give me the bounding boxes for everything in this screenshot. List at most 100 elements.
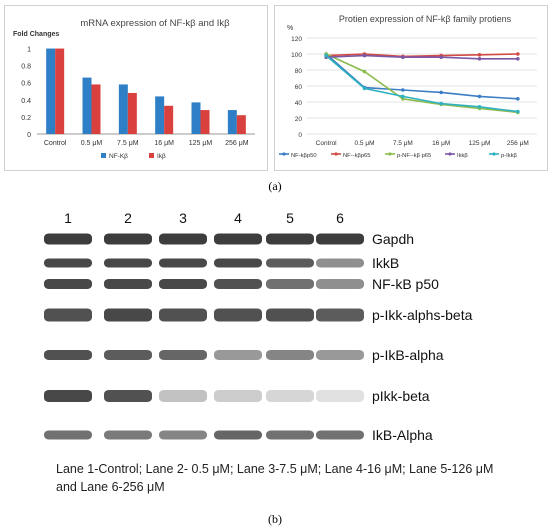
- line-legend-marker: [492, 152, 496, 156]
- band-p-Ikk-alphs-beta-lane-5: [266, 308, 314, 322]
- band-pIkk-beta-lane-1: [44, 390, 92, 402]
- caption-a: (a): [268, 179, 282, 193]
- blot-row-label: IkB-Alpha: [372, 427, 433, 443]
- line-legend-label: NF--kβp65: [343, 153, 371, 159]
- line-legend-marker: [448, 152, 452, 156]
- protein-line-chart-panel: Protien expression of NF-kβ family proti…: [274, 5, 548, 171]
- band-IkB-Alpha-lane-1: [44, 430, 92, 440]
- bar-Ikβ-125 μM: [200, 110, 210, 134]
- band-p-IkB-alpha-lane-1: [44, 350, 92, 360]
- band-IkkB-lane-4: [214, 258, 262, 268]
- bar-chart-ylabel: Fold Changes: [13, 31, 59, 38]
- caption-b: (b): [268, 512, 282, 526]
- line-point-p-Ikkβ: [401, 94, 405, 99]
- band-p-IkB-alpha-lane-5: [266, 350, 314, 360]
- line-x-tick-label: 16 μM: [432, 140, 450, 147]
- line-point-Ikkβ: [439, 55, 443, 59]
- line-point-Ikkβ: [362, 53, 367, 58]
- bar-NF-Kβ-0.5 μM: [82, 77, 92, 134]
- bar-legend-label: NF-Kβ: [109, 153, 128, 160]
- blot-row-label: Gapdh: [372, 231, 414, 247]
- line-x-tick-label: 125 μM: [469, 140, 491, 147]
- line-legend-label: p-NF--kβ p65: [397, 153, 431, 159]
- line-legend-marker: [334, 152, 338, 156]
- bar-NF-Kβ-256 μM: [227, 110, 237, 134]
- bar-y-tick-label: 0: [27, 132, 31, 139]
- lane-number: 3: [179, 210, 187, 226]
- band-p-IkB-alpha-lane-2: [104, 350, 152, 360]
- line-point-NF--kβp65: [516, 52, 520, 56]
- line-y-tick-label: 100: [291, 52, 302, 59]
- band-IkB-Alpha-lane-6: [316, 430, 364, 440]
- protein-line-chart: Protien expression of NF-kβ family proti…: [279, 14, 537, 159]
- band-NF-kB p50-lane-1: [44, 279, 92, 289]
- line-series-p-NF--kβ p65: [325, 53, 518, 114]
- line-y-tick-label: 80: [295, 68, 303, 75]
- band-p-IkB-alpha-lane-3: [159, 350, 207, 360]
- band-NF-kB p50-lane-4: [214, 279, 262, 289]
- band-IkkB-lane-6: [316, 258, 364, 268]
- bar-legend-label: Ikβ: [157, 153, 166, 160]
- line-point-NF-kβp50: [516, 97, 520, 101]
- line-point-p-Ikkβ: [516, 109, 520, 114]
- line-x-tick-label: Control: [316, 140, 338, 147]
- blot-row-label: pIkk-beta: [372, 388, 430, 404]
- line-series-NF-kβp50: [325, 53, 518, 100]
- lane-number: 1: [64, 210, 72, 226]
- line-legend-marker: [388, 152, 392, 156]
- lane-number: 2: [124, 210, 132, 226]
- line-x-tick-label: 0.5 μM: [354, 140, 374, 147]
- bar-y-tick-label: 0.4: [21, 98, 31, 105]
- line-point-Ikkβ: [516, 57, 520, 61]
- line-legend-label: Ikkβ: [457, 153, 468, 159]
- band-IkkB-lane-2: [104, 258, 152, 268]
- band-pIkk-beta-lane-3: [159, 390, 207, 402]
- bar-legend-swatch: [101, 153, 106, 158]
- band-pIkk-beta-lane-5: [266, 390, 314, 402]
- line-x-tick-label: 7.5 μM: [393, 140, 413, 147]
- bar-Ikβ-7.5 μM: [127, 92, 137, 134]
- band-p-Ikk-alphs-beta-lane-4: [214, 308, 262, 322]
- band-IkB-Alpha-lane-2: [104, 430, 152, 440]
- line-point-p-NF--kβ p65: [362, 69, 367, 74]
- band-NF-kB p50-lane-2: [104, 279, 152, 289]
- bar-y-tick-label: 0.2: [21, 115, 31, 122]
- line-y-tick-label: 120: [291, 36, 302, 43]
- band-IkkB-lane-3: [159, 258, 207, 268]
- band-pIkk-beta-lane-4: [214, 390, 262, 402]
- bar-y-tick-label: 0.6: [21, 81, 31, 88]
- line-y-tick-label: 0: [298, 132, 302, 139]
- bar-x-tick-label: 256 μM: [225, 140, 249, 147]
- mrna-bar-chart: mRNA expression of NF-kβ and Ikβ Fold Cha…: [13, 18, 255, 160]
- line-point-Ikkβ: [477, 57, 482, 61]
- band-p-Ikk-alphs-beta-lane-6: [316, 308, 364, 322]
- line-y-tick-label: 40: [295, 100, 303, 107]
- band-Gapdh-lane-5: [266, 233, 314, 245]
- line-legend-marker: [282, 152, 286, 156]
- line-point-NF-kβp50: [401, 88, 405, 92]
- band-Gapdh-lane-2: [104, 233, 152, 245]
- lane-number: 6: [336, 210, 344, 226]
- line-y-tick-label: 60: [295, 84, 303, 91]
- band-p-Ikk-alphs-beta-lane-2: [104, 308, 152, 322]
- band-p-IkB-alpha-lane-6: [316, 350, 364, 360]
- line-point-NF--kβp65: [477, 53, 482, 57]
- line-point-Ikkβ: [401, 55, 405, 59]
- bar-x-tick-label: 125 μM: [189, 140, 213, 147]
- bar-Ikβ-Control: [55, 48, 65, 134]
- line-legend-label: NF-kβp50: [291, 153, 317, 159]
- bar-NF-Kβ-125 μM: [191, 102, 201, 134]
- lane-legend: Lane 1-Control; Lane 2- 0.5 μM; Lane 3-7…: [56, 462, 494, 494]
- line-point-p-Ikkβ: [439, 101, 443, 106]
- bar-Ikβ-16 μM: [164, 105, 174, 134]
- bar-NF-Kβ-16 μM: [155, 96, 165, 134]
- line-x-tick-label: 256 μM: [507, 140, 529, 147]
- line-legend-label: p-Ikkβ: [501, 153, 518, 159]
- band-IkB-Alpha-lane-5: [266, 430, 314, 440]
- band-NF-kB p50-lane-6: [316, 279, 364, 289]
- bar-NF-Kβ-7.5 μM: [118, 84, 128, 134]
- line-chart-title: Protien expression of NF-kβ family proti…: [339, 14, 512, 24]
- band-Gapdh-lane-4: [214, 233, 262, 245]
- bar-x-tick-label: 7.5 μM: [117, 140, 139, 147]
- line-series-NF--kβp65: [326, 53, 518, 58]
